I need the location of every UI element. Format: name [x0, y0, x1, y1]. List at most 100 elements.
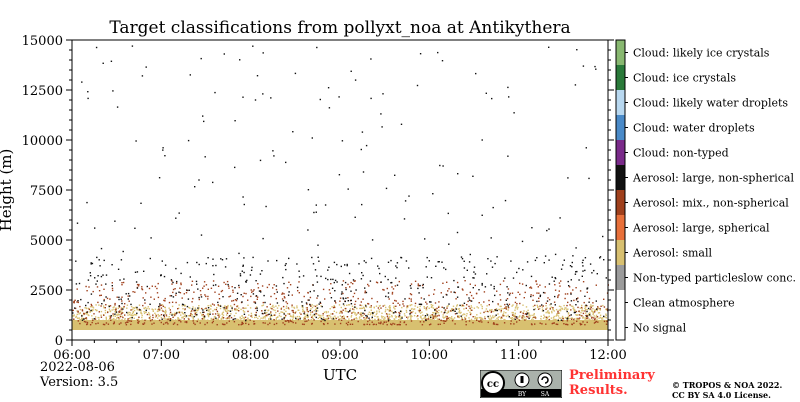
data-pixel [557, 310, 559, 313]
data-pixel [163, 275, 166, 278]
data-pixel [81, 81, 83, 83]
data-pixel [302, 310, 304, 313]
data-pixel [322, 315, 324, 317]
data-pixel [407, 318, 409, 320]
data-pixel [164, 322, 167, 324]
data-pixel [81, 315, 83, 317]
data-pixel [309, 304, 311, 306]
data-pixel [413, 315, 416, 317]
data-pixel [458, 309, 461, 312]
data-pixel [590, 308, 592, 310]
data-pixel [502, 315, 504, 317]
data-pixel [592, 311, 594, 313]
copyright-line-1: © TROPOS & NOA 2022. [672, 380, 783, 390]
data-pixel [271, 306, 273, 308]
data-pixel [459, 319, 462, 322]
data-pixel [419, 309, 421, 312]
data-pixel [548, 298, 551, 301]
data-pixel [149, 257, 151, 260]
data-pixel [95, 46, 98, 49]
data-pixel [332, 318, 334, 320]
data-pixel [468, 261, 471, 263]
data-pixel [162, 310, 164, 312]
data-pixel [310, 308, 312, 310]
x-tick-label: 11:00 [500, 348, 537, 363]
data-pixel [446, 317, 448, 320]
data-pixel [530, 275, 533, 278]
data-pixel [577, 300, 579, 303]
data-pixel [268, 318, 270, 320]
data-pixel [213, 308, 216, 311]
data-pixel [232, 318, 234, 321]
data-pixel [494, 309, 496, 311]
data-pixel [544, 255, 547, 257]
data-pixel [315, 310, 317, 312]
data-pixel [130, 314, 132, 316]
data-pixel [361, 272, 363, 274]
data-pixel [79, 319, 82, 321]
data-pixel [346, 316, 349, 318]
data-pixel [225, 283, 227, 285]
data-pixel [262, 304, 265, 306]
data-pixel [119, 314, 121, 316]
data-pixel [386, 315, 389, 317]
data-pixel [376, 320, 378, 322]
data-pixel [160, 314, 163, 316]
data-pixel [594, 321, 597, 323]
data-pixel [338, 304, 341, 306]
data-pixel [587, 319, 589, 321]
data-pixel [438, 318, 440, 320]
data-pixel [340, 265, 342, 268]
data-pixel [327, 87, 330, 89]
data-pixel [266, 312, 268, 314]
data-pixel [440, 292, 442, 294]
data-pixel [447, 305, 449, 307]
data-pixel [116, 316, 119, 319]
data-pixel [575, 319, 577, 321]
data-pixel [494, 262, 496, 265]
data-pixel [174, 288, 176, 290]
data-pixel [130, 305, 133, 308]
data-pixel [254, 99, 257, 101]
data-pixel [456, 231, 459, 234]
data-pixel [181, 316, 183, 319]
data-pixel [499, 305, 501, 308]
data-pixel [83, 318, 85, 320]
data-pixel [434, 317, 436, 319]
data-pixel [295, 311, 297, 313]
data-pixel [423, 298, 425, 300]
data-pixel [581, 304, 583, 307]
data-pixel [478, 289, 480, 291]
data-pixel [443, 320, 445, 322]
data-pixel [283, 309, 285, 311]
data-pixel [152, 309, 154, 311]
data-pixel [262, 301, 264, 304]
data-pixel [552, 307, 554, 309]
data-pixel [444, 309, 446, 311]
data-pixel [481, 214, 483, 216]
data-pixel [546, 311, 549, 313]
data-pixel [488, 304, 490, 306]
data-pixel [462, 289, 464, 291]
data-pixel [418, 303, 421, 305]
data-pixel [238, 252, 240, 255]
data-pixel [463, 308, 465, 310]
data-pixel [461, 258, 464, 260]
data-pixel [499, 299, 502, 301]
data-pixel [344, 310, 347, 312]
data-pixel [303, 318, 305, 320]
data-pixel [162, 149, 164, 151]
data-pixel [298, 315, 301, 318]
data-pixel [334, 323, 336, 325]
data-pixel [85, 321, 87, 323]
data-pixel [326, 318, 329, 320]
data-pixel [76, 301, 78, 303]
data-pixel [354, 312, 356, 314]
data-pixel [164, 264, 167, 266]
data-pixel [493, 323, 496, 325]
data-pixel [553, 318, 555, 320]
data-pixel [542, 291, 545, 294]
data-pixel [251, 266, 253, 269]
data-pixel [599, 314, 602, 316]
data-pixel [486, 273, 488, 275]
